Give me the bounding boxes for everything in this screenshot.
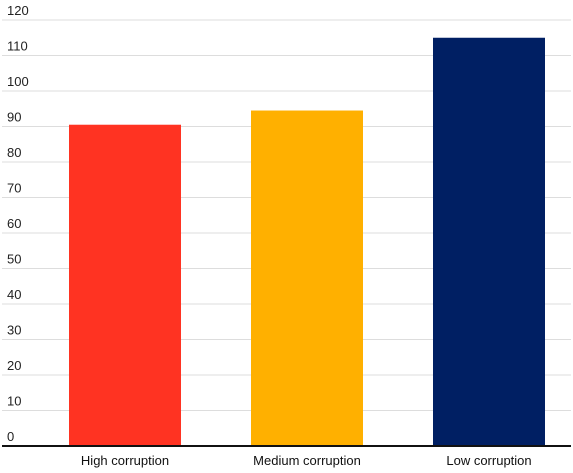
y-tick-label: 80 bbox=[7, 145, 21, 160]
y-tick-label: 40 bbox=[7, 287, 21, 302]
y-tick-label: 0 bbox=[7, 429, 14, 444]
y-tick-label: 70 bbox=[7, 181, 21, 196]
y-tick-label: 120 bbox=[7, 3, 29, 18]
bar-medium-corruption bbox=[251, 110, 363, 447]
y-tick-label: 10 bbox=[7, 394, 21, 409]
bar-low-corruption bbox=[433, 37, 545, 446]
x-axis-category-labels: High corruption Medium corruption Low corr… bbox=[81, 453, 532, 468]
y-tick-label: 110 bbox=[7, 39, 28, 54]
x-category-label: High corruption bbox=[81, 453, 169, 468]
bar-high-corruption bbox=[69, 124, 181, 446]
y-tick-label: 100 bbox=[7, 74, 29, 89]
y-tick-label: 60 bbox=[7, 216, 21, 231]
y-tick-label: 20 bbox=[7, 358, 21, 373]
y-tick-label: 50 bbox=[7, 252, 21, 267]
y-axis-tick-labels: 0 10 20 30 40 50 60 70 80 90 100 110 120 bbox=[7, 3, 29, 444]
bars bbox=[69, 37, 545, 447]
x-category-label: Low corruption bbox=[446, 453, 531, 468]
y-tick-label: 30 bbox=[7, 323, 21, 338]
y-tick-label: 90 bbox=[7, 110, 21, 125]
x-category-label: Medium corruption bbox=[253, 453, 361, 468]
